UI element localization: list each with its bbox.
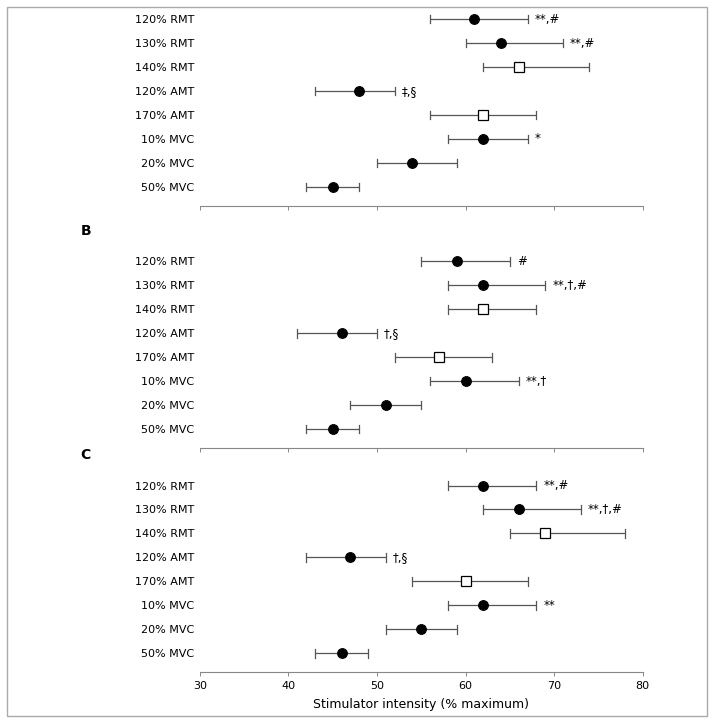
Text: ‡,§: ‡,§ — [402, 85, 417, 98]
Text: **,†,#: **,†,# — [553, 279, 587, 292]
Text: #: # — [517, 255, 527, 268]
Text: †,§: †,§ — [384, 327, 399, 340]
Text: **,#: **,# — [535, 13, 560, 26]
Text: †,§: †,§ — [393, 551, 408, 564]
X-axis label: Stimulator intensity (% maximum): Stimulator intensity (% maximum) — [313, 698, 529, 711]
Text: **,†,#: **,†,# — [588, 503, 623, 516]
Text: **,†: **,† — [526, 375, 547, 388]
Text: **: ** — [543, 599, 555, 612]
Text: C: C — [81, 448, 91, 462]
Text: **,#: **,# — [570, 37, 595, 50]
Text: *: * — [535, 132, 540, 145]
Text: B: B — [81, 224, 91, 238]
Text: **,#: **,# — [543, 479, 569, 492]
